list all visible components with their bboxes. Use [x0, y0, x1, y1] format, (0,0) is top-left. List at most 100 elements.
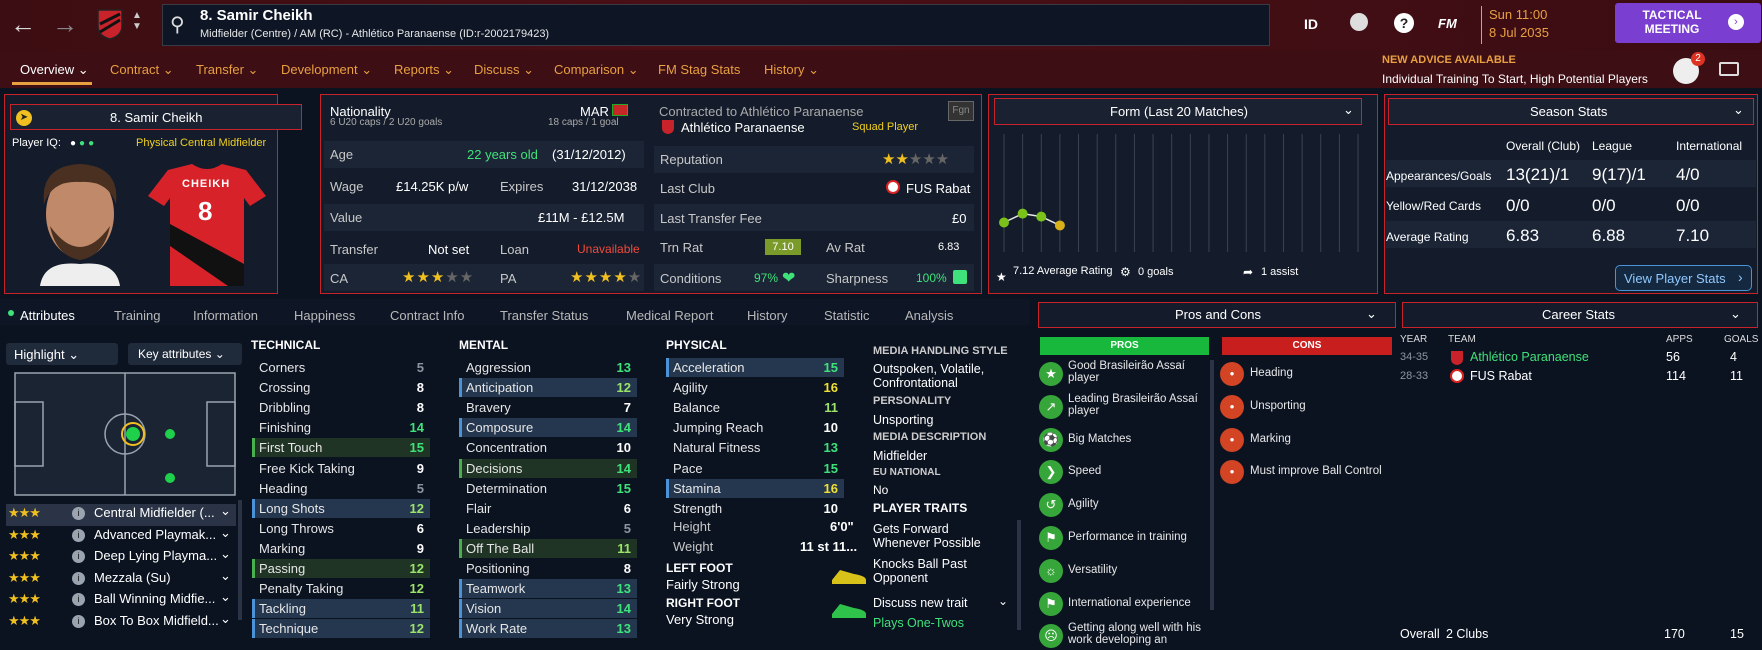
- attribute-row[interactable]: Strength 10: [666, 499, 844, 518]
- role-scrollbar[interactable]: [238, 500, 242, 620]
- info-icon[interactable]: i: [72, 571, 85, 585]
- con-item[interactable]: Heading: [1250, 367, 1293, 379]
- career-team[interactable]: FUS Rabat: [1470, 369, 1532, 383]
- attribute-row[interactable]: Heading 5: [252, 479, 430, 498]
- attribute-row[interactable]: Free Kick Taking 9: [252, 459, 430, 478]
- tab-contract[interactable]: Contract ⌄: [110, 62, 174, 77]
- role-name[interactable]: Deep Lying Playma...: [94, 548, 218, 563]
- role-chevron-icon[interactable]: ⌄: [220, 567, 231, 583]
- pro-item[interactable]: Agility: [1068, 498, 1099, 511]
- attribute-row[interactable]: Stamina 16: [666, 478, 844, 498]
- view-player-stats-button[interactable]: [1615, 265, 1752, 291]
- club-name[interactable]: Athlético Paranaense: [681, 120, 805, 135]
- pro-item[interactable]: Versatility: [1068, 563, 1118, 576]
- discuss-trait[interactable]: Discuss new trait: [873, 596, 968, 610]
- attribute-row[interactable]: Flair 6: [459, 499, 637, 518]
- tab-comparison[interactable]: Comparison ⌄: [554, 62, 639, 77]
- attribute-row[interactable]: Bravery 7: [459, 398, 637, 417]
- form-point[interactable]: [1036, 211, 1047, 222]
- attribute-row[interactable]: Long Shots 12: [252, 498, 430, 518]
- career-header[interactable]: [1402, 302, 1758, 328]
- tab-discuss[interactable]: Discuss ⌄: [474, 62, 535, 77]
- career-team[interactable]: Athlético Paranaense: [1470, 350, 1589, 364]
- subtab-contract-info[interactable]: Contract Info: [390, 308, 465, 323]
- attribute-row[interactable]: Positioning 8: [459, 559, 637, 578]
- attribute-row[interactable]: Long Throws 6: [252, 519, 430, 538]
- tab-history[interactable]: History ⌄: [764, 62, 819, 77]
- subtab-history[interactable]: History: [747, 308, 788, 323]
- forward-arrow-icon[interactable]: →: [52, 9, 78, 39]
- attribute-row[interactable]: Finishing 14: [252, 418, 430, 437]
- highlight-dropdown[interactable]: [6, 343, 118, 365]
- attribute-row[interactable]: Balance 11: [666, 398, 844, 417]
- attribute-row[interactable]: Vision 14: [459, 599, 637, 619]
- pro-item[interactable]: Big Matches: [1068, 432, 1132, 445]
- player-search-box[interactable]: [162, 4, 1270, 46]
- role-name[interactable]: Box To Box Midfield...: [94, 612, 219, 628]
- subtab-medical-report[interactable]: Medical Report: [626, 308, 714, 323]
- attribute-row[interactable]: Leadership 5: [459, 519, 637, 538]
- advice-text[interactable]: Individual Training To Start, High Poten…: [1382, 72, 1648, 86]
- subtab-information[interactable]: Information: [193, 308, 259, 323]
- attribute-row[interactable]: Anticipation 12: [459, 378, 637, 398]
- role-chevron-icon[interactable]: ⌄: [220, 589, 231, 604]
- pro-item[interactable]: Getting along well with his work develop…: [1068, 622, 1201, 647]
- season-dropdown[interactable]: [1388, 98, 1754, 125]
- subtab-transfer-status[interactable]: Transfer Status: [500, 308, 589, 323]
- form-point[interactable]: [1054, 220, 1065, 231]
- attribute-row[interactable]: Concentration 10: [459, 438, 637, 457]
- subtab-happiness[interactable]: Happiness: [294, 308, 356, 323]
- traits-scrollbar[interactable]: [1017, 520, 1021, 630]
- back-arrow-icon[interactable]: ←: [10, 9, 36, 39]
- pro-item[interactable]: Performance in training: [1068, 531, 1187, 543]
- tab-development[interactable]: Development ⌄: [281, 62, 373, 77]
- club-switch-icon[interactable]: ▲ ▼: [132, 10, 142, 32]
- nationality-value[interactable]: MAR: [580, 104, 609, 119]
- role-name[interactable]: Advanced Playmak...: [94, 526, 217, 542]
- help-icon[interactable]: ?: [1394, 13, 1414, 33]
- attribute-row[interactable]: Crossing 8: [252, 378, 430, 397]
- subtab-attributes[interactable]: Attributes: [20, 308, 75, 323]
- attribute-row[interactable]: Determination 15: [459, 479, 637, 498]
- attribute-row[interactable]: Marking 9: [252, 539, 430, 558]
- info-icon[interactable]: i: [72, 528, 85, 542]
- attribute-row[interactable]: Passing 12: [252, 559, 430, 578]
- attribute-row[interactable]: Dribbling 8: [252, 398, 430, 417]
- tab-overview[interactable]: Overview ⌄: [20, 62, 89, 77]
- subtab-statistic[interactable]: Statistic: [824, 308, 870, 323]
- attribute-row[interactable]: Technique 12: [252, 619, 430, 639]
- id-button[interactable]: ID: [1304, 16, 1318, 32]
- pro-item[interactable]: International experience: [1068, 596, 1191, 609]
- attribute-row[interactable]: Teamwork 13: [459, 579, 637, 599]
- role-chevron-icon[interactable]: ⌄: [220, 524, 231, 540]
- club-crest-icon[interactable]: [96, 8, 124, 40]
- pros-cons-header[interactable]: [1038, 302, 1396, 328]
- monitor-icon[interactable]: [1719, 62, 1739, 76]
- form-dropdown[interactable]: [994, 98, 1362, 125]
- attribute-row[interactable]: Jumping Reach 10: [666, 418, 844, 437]
- attribute-row[interactable]: Work Rate 13: [459, 619, 637, 639]
- pro-item[interactable]: Speed: [1068, 465, 1102, 478]
- trait-item[interactable]: Knocks Ball Past Opponent: [873, 557, 967, 585]
- key-attributes-dropdown[interactable]: [128, 343, 242, 365]
- fm-button[interactable]: FM: [1438, 16, 1457, 31]
- attribute-row[interactable]: Aggression 13: [459, 358, 637, 377]
- subtab-analysis[interactable]: Analysis: [905, 308, 954, 323]
- pro-item[interactable]: Leading Brasileirão Assaí player: [1068, 392, 1198, 417]
- attribute-row[interactable]: Penalty Taking 12: [252, 579, 430, 598]
- pro-item[interactable]: Good Brasileirão Assaí player: [1068, 360, 1185, 384]
- attribute-row[interactable]: Acceleration 15: [666, 358, 844, 377]
- tab-reports[interactable]: Reports ⌄: [394, 62, 455, 77]
- con-item[interactable]: Marking: [1250, 432, 1291, 445]
- role-chevron-icon[interactable]: ⌄: [220, 610, 231, 626]
- ball-icon[interactable]: [1350, 13, 1368, 31]
- info-icon[interactable]: i: [72, 593, 85, 606]
- attribute-row[interactable]: Pace 15: [666, 459, 844, 478]
- role-name[interactable]: Central Midfielder (...: [94, 505, 215, 520]
- subtab-training[interactable]: Training: [114, 308, 161, 323]
- trait-item[interactable]: Gets Forward Whenever Possible: [873, 522, 981, 550]
- attribute-row[interactable]: Decisions 14: [459, 458, 637, 478]
- con-item[interactable]: Must improve Ball Control: [1250, 465, 1382, 478]
- con-item[interactable]: Unsporting: [1250, 399, 1306, 412]
- role-chevron-icon[interactable]: ⌄: [220, 503, 231, 518]
